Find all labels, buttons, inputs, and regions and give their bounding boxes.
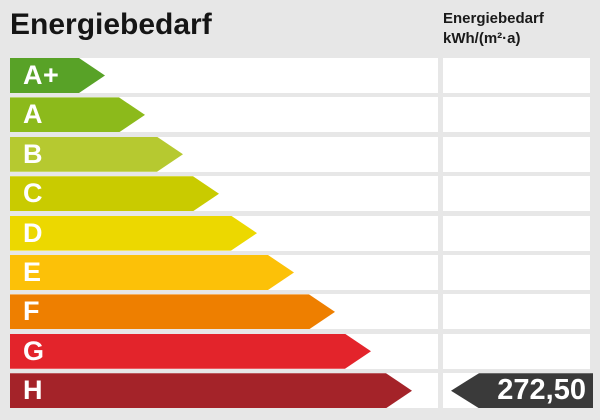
value-badge: 272,50 xyxy=(451,373,593,409)
scale-band-c: C xyxy=(10,176,438,212)
scale-row-c: C xyxy=(0,176,600,212)
class-label-g: G xyxy=(23,335,45,366)
scale-band-b: B xyxy=(10,136,438,172)
value-band-b xyxy=(443,136,590,172)
class-arrow-h: H xyxy=(10,373,412,408)
unit-label-line2: kWh/(m²·a) xyxy=(443,30,521,47)
scale-band-d: D xyxy=(10,215,438,251)
class-arrow-c: C xyxy=(10,176,219,211)
scale-band-h: H xyxy=(10,373,438,409)
scale-row-aplus: A+ xyxy=(0,58,600,93)
value-band-aplus xyxy=(443,58,590,93)
scale-band-a: A xyxy=(10,97,438,133)
class-arrow-a: A xyxy=(10,97,145,132)
class-label-h: H xyxy=(23,375,43,406)
value-band-a xyxy=(443,97,590,133)
class-arrow-b: B xyxy=(10,137,183,172)
value-band-f xyxy=(443,294,590,330)
class-label-e: E xyxy=(23,257,42,287)
unit-label-line1: Energiebedarf xyxy=(443,10,544,27)
class-label-f: F xyxy=(23,296,40,327)
unit-label: Energiebedarf kWh/(m²·a) xyxy=(443,9,544,49)
scale-row-e: E xyxy=(0,255,600,290)
class-label-c: C xyxy=(23,178,43,209)
scale-band-aplus: A+ xyxy=(10,58,438,93)
scale-row-h: H 272,50 xyxy=(0,373,600,409)
scale-band-g: G xyxy=(10,333,438,369)
class-arrow-f: F xyxy=(10,294,335,329)
value-band-g xyxy=(443,333,590,369)
scale-row-f: F xyxy=(0,294,600,330)
scale-row-b: B xyxy=(0,136,600,172)
scale-row-d: D xyxy=(0,215,600,251)
scale-row-a: A xyxy=(0,97,600,133)
scale-row-g: G xyxy=(0,333,600,369)
value-text: 272,50 xyxy=(497,374,586,407)
class-arrow-g: G xyxy=(10,334,371,369)
class-arrow-aplus: A+ xyxy=(10,58,105,93)
value-band-d xyxy=(443,215,590,251)
page-title: Energiebedarf xyxy=(10,8,212,41)
scale-band-f: F xyxy=(10,294,438,330)
class-label-d: D xyxy=(23,217,43,248)
value-band-e xyxy=(443,255,590,290)
value-band-h: 272,50 xyxy=(443,373,593,409)
class-label-b: B xyxy=(23,138,43,169)
class-arrow-e: E xyxy=(10,255,294,290)
class-label-aplus: A+ xyxy=(23,60,60,90)
value-band-c xyxy=(443,176,590,212)
class-label-a: A xyxy=(23,99,43,130)
scale-band-e: E xyxy=(10,255,438,290)
class-arrow-d: D xyxy=(10,216,257,251)
